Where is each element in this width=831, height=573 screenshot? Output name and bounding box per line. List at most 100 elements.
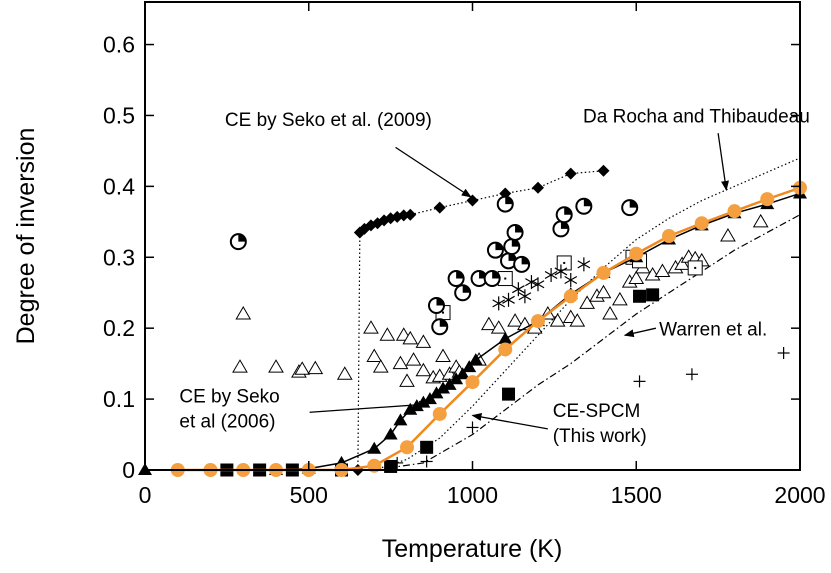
series-plus-point — [633, 375, 646, 388]
series-open-triangles-point — [490, 320, 507, 334]
series-half-filled-circles-point — [513, 255, 531, 273]
series-half-filled-circles-point — [486, 241, 504, 259]
y-tick-label: 0.4 — [103, 173, 135, 199]
series-open-triangles-point — [628, 270, 645, 285]
series-ce-by-seko-et-al-2009 — [351, 164, 610, 476]
series-da-rocha-and-thibaudeau — [374, 157, 801, 471]
series-ce-by-seko-et-al-2009-point — [597, 164, 610, 177]
series-ce-spcm-this-work-point — [465, 375, 480, 390]
series-half-filled-circles-point — [555, 206, 573, 224]
y-tick-label: 0.5 — [103, 102, 135, 128]
series-ce-by-seko-et-al-2009-point — [404, 208, 417, 221]
annotation-ce-by-seko-et-al-2006-text: CE by Seko — [179, 387, 279, 408]
series-open-triangles-point — [435, 348, 451, 363]
series-open-triangles-point — [379, 327, 396, 341]
series-ce-spcm-this-work-point — [694, 216, 709, 231]
series-open-triangles-point — [595, 284, 612, 299]
y-tick-label: 0.3 — [103, 244, 135, 270]
series-open-triangles-point — [507, 313, 523, 327]
series-asterisks-point — [518, 289, 532, 304]
annotation-ce-spcm-this-work-arrow — [471, 413, 548, 430]
series-half-filled-circles-point — [447, 270, 465, 288]
series-open-squares-point — [687, 260, 703, 276]
series-ce-by-seko-et-al-2006-point — [393, 413, 408, 426]
series-ce-by-seko-et-al-2009-point — [433, 201, 446, 214]
annotation-ce-spcm-this-work: CE-SPCM (This work) — [471, 398, 673, 447]
annotation-da-rocha-and-thibaudeau: Da Rocha and Thibaudeau — [563, 104, 813, 191]
series-asterisks — [492, 257, 591, 311]
x-tick-label: 2000 — [774, 482, 825, 508]
series-ce-spcm-this-work-point — [531, 314, 545, 329]
series-open-triangles-point — [402, 330, 419, 345]
series-half-filled-circles-point — [229, 233, 247, 251]
y-tick-label: 0 — [122, 457, 135, 483]
series-open-triangles-point — [232, 359, 248, 373]
series-open-triangles-point — [579, 295, 595, 309]
series-filled-squares-point — [646, 288, 660, 302]
series-asterisks-point — [544, 268, 558, 282]
series-open-triangles-point — [392, 355, 409, 370]
series-ce-spcm-this-work-point — [727, 204, 742, 219]
annotation-ce-by-seko-et-al-2006-arrow — [295, 400, 430, 414]
annotation-ce-by-seko-et-al-2006-text: et al (2006) — [179, 412, 275, 433]
series-open-triangles-point — [366, 348, 383, 363]
series-open-triangles-point — [399, 373, 415, 387]
series-half-filled-circles-point — [503, 238, 521, 256]
series-asterisks-point — [525, 275, 538, 290]
series-ce-by-seko-et-al-2006-point — [449, 372, 464, 385]
series-half-filled-circles-point — [621, 199, 639, 217]
series-half-filled-circles-point — [427, 296, 445, 314]
series-open-squares-point — [556, 255, 572, 271]
series-warren-et-al-line — [374, 214, 801, 471]
series-ce-by-seko-et-al-2006-point — [468, 353, 483, 366]
series-ce-by-seko-et-al-2006-point — [383, 427, 398, 440]
series-half-filled-circles-point — [496, 195, 514, 213]
series-open-triangles-point — [268, 359, 284, 373]
series-half-filled-circles-point — [506, 223, 524, 241]
annotation-da-rocha-and-thibaudeau-text: Da Rocha and Thibaudeau — [583, 107, 810, 128]
series-asterisks-point — [554, 264, 568, 279]
series-plus — [391, 347, 790, 469]
ticks-layer: 0 500 1000 1500 2000 0 0.1 0.2 0.3 0.4 0.5 0.6 — [103, 2, 826, 508]
series-asterisks-point — [492, 296, 506, 311]
series-ce-by-seko-et-al-2009-point — [564, 167, 577, 180]
series-ce-by-seko-et-al-2006-point — [436, 381, 451, 394]
series-filled-squares-point — [633, 289, 647, 303]
series-half-filled-circles-point — [454, 284, 472, 302]
y-tick-label: 0.6 — [103, 32, 135, 58]
x-tick-label: 1500 — [611, 482, 662, 508]
y-axis-label: Degree of inversion — [12, 128, 40, 345]
series-asterisks-point — [511, 282, 525, 297]
series-open-triangles-point — [363, 320, 379, 334]
annotation-ce-spcm-this-work-text: CE-SPCM — [553, 401, 641, 422]
annotation-layer: CE by Seko et al. (2009) Da Rocha and Thi… — [176, 104, 813, 447]
annotation-ce-by-seko-et-al-2009-arrow — [395, 146, 472, 198]
y-tick-label: 0.1 — [103, 386, 135, 412]
y-tick-label: 0.2 — [103, 315, 135, 341]
series-ce-spcm-this-work-point — [498, 342, 513, 357]
series-ce-by-seko-et-al-2006-point — [462, 360, 477, 373]
series-open-triangles-point — [336, 366, 353, 380]
x-tick-label: 1000 — [447, 482, 498, 508]
annotation-warren-et-al-arrow — [623, 327, 657, 338]
x-tick-label: 0 — [139, 482, 152, 508]
annotation-ce-by-seko-et-al-2009-text: CE by Seko et al. (2009) — [225, 110, 432, 131]
series-open-triangles-point — [294, 361, 311, 375]
series-ce-by-seko-et-al-2009-point — [532, 181, 544, 194]
series-half-filled-circles-point — [552, 220, 570, 238]
series-ce-spcm-this-work-point — [662, 229, 676, 243]
series-open-triangles-point — [405, 352, 422, 366]
series-ce-spcm-this-work-point — [629, 246, 644, 261]
annotation-warren-et-al-text: Warren et al. — [659, 319, 767, 340]
series-ce-by-seko-et-al-2009-point — [466, 194, 479, 207]
series-ce-spcm-this-work-point — [760, 192, 775, 207]
series-open-triangles-point — [612, 291, 628, 306]
series-asterisks-point — [531, 277, 545, 292]
series-open-triangles-point — [372, 359, 389, 373]
series-ce-by-seko-et-al-2006-point — [403, 402, 418, 415]
series-half-filled-circles-point — [431, 318, 449, 336]
series-half-filled-circles — [229, 195, 639, 336]
series-asterisks-point — [564, 272, 578, 287]
series-open-triangles-point — [415, 334, 432, 348]
